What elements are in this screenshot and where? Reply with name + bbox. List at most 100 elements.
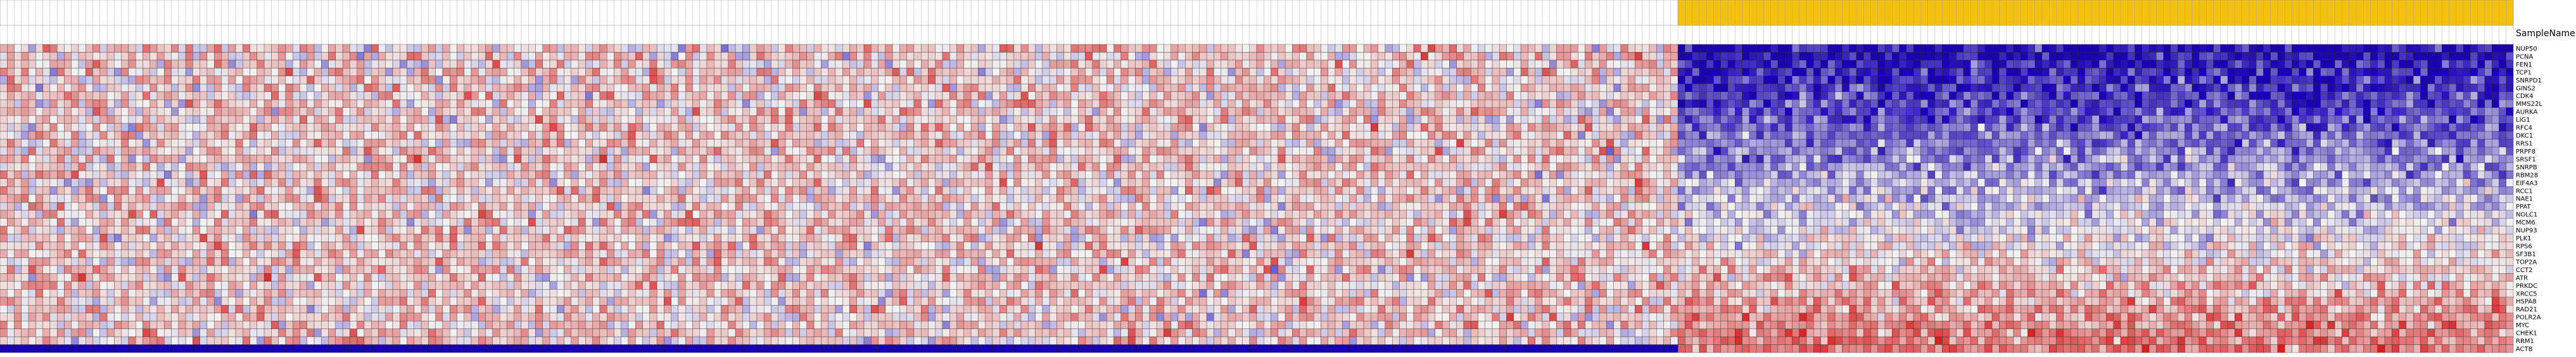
heatmap-cell bbox=[2463, 131, 2471, 140]
heatmap-cell bbox=[1242, 123, 1250, 132]
heatmap-cell bbox=[378, 84, 386, 92]
heatmap-cell bbox=[599, 52, 607, 61]
heatmap-cell bbox=[1706, 139, 1714, 148]
heatmap-cell bbox=[1177, 84, 1186, 92]
heatmap-cell bbox=[1949, 123, 1957, 132]
heatmap-cell bbox=[2277, 115, 2285, 124]
heatmap-cell bbox=[143, 123, 150, 132]
heatmap-cell bbox=[828, 139, 836, 148]
heatmap-cell bbox=[564, 100, 571, 108]
heatmap-cell bbox=[1356, 52, 1364, 61]
heatmap-cell bbox=[185, 100, 193, 108]
heatmap-cell bbox=[485, 75, 493, 84]
heatmap-cell bbox=[1242, 139, 1250, 148]
heatmap-cell bbox=[1114, 52, 1121, 61]
heatmap-cell bbox=[1214, 91, 1221, 100]
heatmap-cell bbox=[92, 84, 100, 92]
heatmap-cell bbox=[328, 68, 336, 77]
heatmap-cell bbox=[257, 84, 265, 92]
heatmap-cell bbox=[1214, 44, 1221, 53]
heatmap-cell bbox=[1849, 60, 1857, 68]
heatmap-cell bbox=[350, 60, 357, 68]
heatmap-cell bbox=[792, 75, 800, 84]
heatmap-cell bbox=[1842, 60, 1850, 68]
heatmap-cell bbox=[1449, 115, 1457, 124]
heatmap-cell bbox=[2463, 107, 2471, 116]
heatmap-cell bbox=[2492, 100, 2499, 108]
heatmap-cell bbox=[978, 75, 986, 84]
heatmap-cell bbox=[357, 52, 365, 61]
heatmap-cell bbox=[1870, 123, 1878, 132]
heatmap-cell bbox=[2163, 107, 2171, 116]
heatmap-cell bbox=[314, 123, 322, 132]
heatmap-cell bbox=[314, 100, 322, 108]
heatmap-cell bbox=[764, 68, 771, 77]
heatmap-cell bbox=[1528, 68, 1535, 77]
heatmap-cell bbox=[2156, 75, 2164, 84]
heatmap-cell bbox=[1149, 68, 1157, 77]
heatmap-cell bbox=[1642, 60, 1650, 68]
heatmap-cell bbox=[1070, 107, 1079, 116]
heatmap-cell bbox=[1042, 52, 1050, 61]
heatmap-cell bbox=[863, 100, 872, 108]
heatmap-cell bbox=[171, 91, 179, 100]
heatmap-cell bbox=[685, 139, 693, 148]
heatmap-cell bbox=[1542, 68, 1550, 77]
heatmap-cell bbox=[164, 68, 172, 77]
heatmap-cell bbox=[1892, 52, 1900, 61]
heatmap-cell bbox=[1492, 84, 1500, 92]
heatmap-cell bbox=[1792, 44, 1799, 53]
heatmap-cell bbox=[742, 60, 750, 68]
heatmap-cell bbox=[706, 44, 714, 53]
heatmap-cell bbox=[1078, 52, 1086, 61]
heatmap-cell bbox=[1735, 115, 1742, 124]
heatmap-cell bbox=[1699, 100, 1707, 108]
heatmap-cell bbox=[106, 60, 115, 68]
heatmap-cell bbox=[728, 75, 736, 84]
heatmap-cell bbox=[1228, 52, 1236, 61]
heatmap-cell bbox=[2256, 115, 2264, 124]
heatmap-cell bbox=[2492, 115, 2499, 124]
heatmap-cell bbox=[2492, 68, 2499, 77]
heatmap-cell bbox=[963, 75, 972, 84]
heatmap-cell bbox=[235, 60, 243, 68]
heatmap-cell bbox=[542, 68, 550, 77]
heatmap-cell bbox=[2506, 91, 2514, 100]
heatmap-cell bbox=[257, 44, 265, 53]
heatmap-cell bbox=[863, 115, 872, 124]
heatmap-cell bbox=[1228, 68, 1236, 77]
heatmap-cell bbox=[664, 75, 671, 84]
heatmap-cell bbox=[1535, 115, 1543, 124]
heatmap-cell bbox=[1742, 68, 1749, 77]
heatmap-cell bbox=[1192, 44, 1200, 53]
heatmap-cell bbox=[2449, 91, 2456, 100]
heatmap-cell bbox=[1991, 68, 2000, 77]
heatmap-cell bbox=[985, 131, 993, 140]
heatmap-cell bbox=[771, 84, 778, 92]
heatmap-cell bbox=[621, 131, 629, 140]
heatmap-cell bbox=[178, 100, 186, 108]
heatmap-cell bbox=[421, 123, 429, 132]
heatmap-cell bbox=[963, 52, 972, 61]
heatmap-cell bbox=[2078, 115, 2085, 124]
heatmap-cell bbox=[1827, 84, 1836, 92]
heatmap-cell bbox=[2299, 123, 2307, 132]
heatmap-cell bbox=[1171, 107, 1179, 116]
heatmap-cell bbox=[742, 44, 750, 53]
heatmap-cell bbox=[2499, 91, 2506, 100]
heatmap-cell bbox=[1299, 75, 1307, 84]
heatmap-cell bbox=[778, 139, 786, 148]
heatmap-cell bbox=[1863, 123, 1871, 132]
heatmap-cell bbox=[1592, 115, 1600, 124]
heatmap-cell bbox=[1114, 44, 1121, 53]
heatmap-cell bbox=[885, 115, 893, 124]
heatmap-cell bbox=[599, 84, 607, 92]
heatmap-cell bbox=[171, 60, 179, 68]
heatmap-cell bbox=[471, 52, 479, 61]
heatmap-cell bbox=[621, 68, 629, 77]
heatmap-cell bbox=[1899, 84, 1907, 92]
heatmap-cell bbox=[1513, 75, 1521, 84]
heatmap-cell bbox=[1335, 115, 1343, 124]
heatmap-cell bbox=[2206, 60, 2214, 68]
heatmap-cell bbox=[935, 52, 943, 61]
